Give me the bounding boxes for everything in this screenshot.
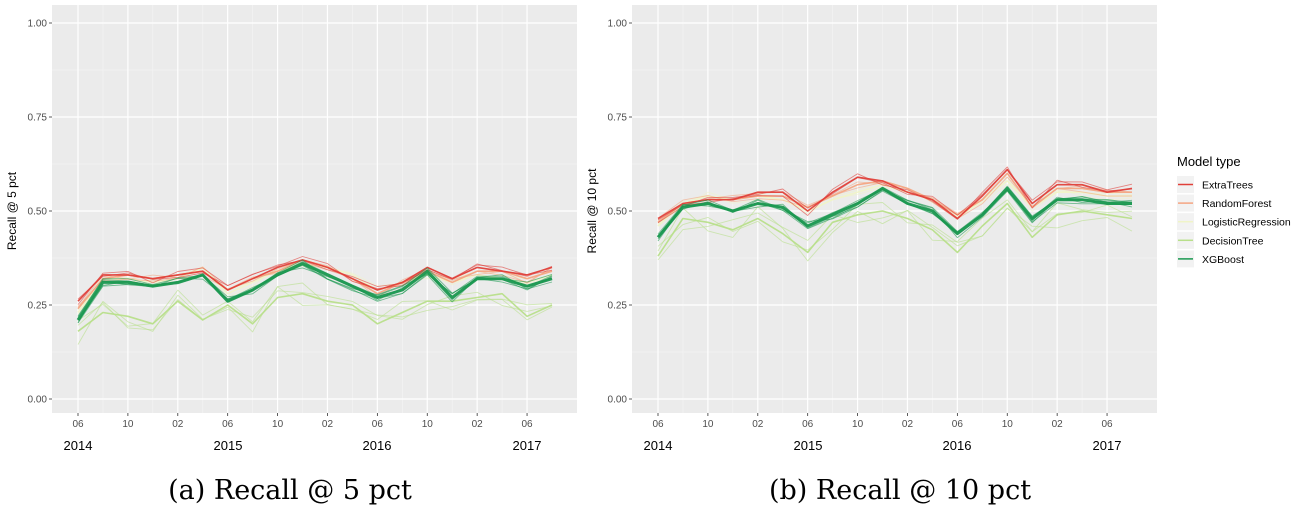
series-line bbox=[77, 264, 553, 324]
y-tick-label: 1.00 bbox=[28, 19, 48, 30]
y-tick-label: 0.00 bbox=[608, 395, 628, 406]
series-line bbox=[657, 176, 1133, 225]
series-line bbox=[77, 261, 553, 308]
series-line bbox=[77, 282, 553, 327]
legend-item-label: XGBoost bbox=[1202, 254, 1244, 266]
legend-item-label: RandomForest bbox=[1202, 198, 1272, 210]
year-label: 2014 bbox=[644, 438, 673, 453]
series-line bbox=[657, 202, 1133, 262]
x-tick-label: 06 bbox=[652, 419, 664, 430]
legend-item-label: ExtraTrees bbox=[1202, 180, 1253, 192]
series-line bbox=[77, 259, 553, 302]
y-axis-label: Recall @ 5 pct bbox=[5, 171, 19, 250]
series-line bbox=[77, 260, 553, 305]
legend-item-label: LogisticRegression bbox=[1202, 217, 1291, 229]
x-tick-label: 02 bbox=[752, 419, 764, 430]
series-line bbox=[657, 189, 1133, 237]
y-tick-label: 0.00 bbox=[28, 395, 48, 406]
x-tick-label: 02 bbox=[472, 419, 484, 430]
series-extratrees bbox=[657, 166, 1133, 224]
series-line bbox=[657, 185, 1133, 242]
y-tick-label: 0.25 bbox=[608, 301, 628, 312]
series-line bbox=[77, 261, 553, 317]
x-tick-label: 10 bbox=[702, 419, 714, 430]
y-tick-label: 0.50 bbox=[608, 207, 628, 218]
year-label: 2017 bbox=[1093, 438, 1122, 453]
x-tick-label: 10 bbox=[272, 419, 284, 430]
series-line bbox=[77, 292, 553, 332]
x-tick-label: 06 bbox=[222, 419, 234, 430]
caption: (b) Recall @ 10 pct bbox=[769, 475, 1031, 506]
series-xgboost bbox=[656, 185, 1133, 242]
y-tick-label: 1.00 bbox=[608, 19, 628, 30]
y-tick-label: 0.25 bbox=[28, 301, 48, 312]
series-line bbox=[657, 202, 1133, 251]
x-tick-label: 06 bbox=[372, 419, 384, 430]
legend: Model type ExtraTrees RandomForest Logistic… bbox=[1177, 154, 1291, 268]
series-line bbox=[657, 169, 1133, 224]
series-line bbox=[657, 199, 1133, 261]
series-decisiontree bbox=[77, 282, 553, 345]
year-label: 2017 bbox=[513, 438, 542, 453]
x-tick-label: 10 bbox=[122, 419, 134, 430]
x-tick-label: 02 bbox=[902, 419, 914, 430]
y-axis-label: Recall @ 10 pct bbox=[585, 168, 599, 254]
x-tick-label: 06 bbox=[72, 419, 84, 430]
panel-a: 0.00 0.25 0.50 0.75 1.00 06 10 02 06 10 02 06 10 02 06… bbox=[5, 5, 577, 506]
year-label: 2016 bbox=[363, 438, 392, 453]
x-tick-label: 02 bbox=[322, 419, 334, 430]
year-label: 2015 bbox=[214, 438, 243, 453]
x-tick-label: 10 bbox=[852, 419, 864, 430]
plot-background bbox=[52, 5, 577, 413]
year-label: 2016 bbox=[943, 438, 972, 453]
x-tick-label: 06 bbox=[802, 419, 814, 430]
year-label: 2014 bbox=[64, 438, 93, 453]
x-tick-label: 10 bbox=[1002, 419, 1014, 430]
y-tick-label: 0.50 bbox=[28, 207, 48, 218]
series-line bbox=[77, 286, 553, 333]
series-extratrees bbox=[77, 256, 553, 305]
panel-b: 0.00 0.25 0.50 0.75 1.00 06 10 02 06 10 02 06 10 02 06… bbox=[585, 5, 1157, 506]
series-line bbox=[77, 256, 553, 300]
x-tick-label: 06 bbox=[521, 419, 533, 430]
legend-title: Model type bbox=[1177, 154, 1241, 169]
year-label: 2015 bbox=[794, 438, 823, 453]
series-decisiontree bbox=[657, 199, 1133, 262]
y-tick-label: 0.75 bbox=[608, 113, 628, 124]
x-tick-label: 06 bbox=[952, 419, 964, 430]
plot-background bbox=[632, 5, 1157, 413]
x-tick-label: 02 bbox=[172, 419, 184, 430]
caption: (a) Recall @ 5 pct bbox=[168, 475, 412, 506]
x-tick-label: 06 bbox=[1101, 419, 1113, 430]
legend-item-label: DecisionTree bbox=[1202, 235, 1264, 247]
x-tick-label: 02 bbox=[1052, 419, 1064, 430]
series-xgboost bbox=[76, 259, 553, 324]
x-tick-label: 10 bbox=[422, 419, 434, 430]
y-tick-label: 0.75 bbox=[28, 113, 48, 124]
